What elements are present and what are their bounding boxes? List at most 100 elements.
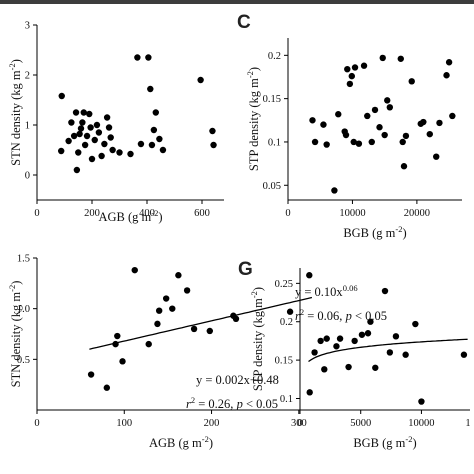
data-point bbox=[80, 109, 87, 116]
y-tick-label: 0 bbox=[25, 171, 30, 182]
data-point bbox=[381, 287, 389, 295]
y-tick-label: 0.2 bbox=[268, 51, 281, 62]
data-point bbox=[119, 358, 126, 365]
top-border-bar bbox=[0, 0, 474, 4]
panel-top-right: 0.05 0.1 0.15 0.2 0 10000 20000 BGB (g m-2) STP … bbox=[237, 12, 462, 240]
data-point bbox=[311, 138, 319, 146]
x-tick-label: 0 bbox=[34, 418, 39, 429]
data-point bbox=[317, 337, 324, 345]
data-point bbox=[412, 320, 419, 328]
x-axis-label: AGB (g m-2) bbox=[149, 434, 213, 450]
data-point bbox=[381, 131, 388, 139]
data-point bbox=[159, 146, 167, 154]
data-point bbox=[436, 119, 443, 127]
data-point bbox=[460, 351, 468, 358]
x-tick-label: 300 bbox=[291, 418, 307, 429]
panel-bottom-left: 0.5 1.0 1.5 0 100 200 300 AGB (g m-2) STN densit… bbox=[7, 254, 325, 450]
data-point bbox=[321, 366, 328, 373]
fit-equation: y = 0.10x0.06 bbox=[295, 283, 358, 299]
y-tick-label: 2 bbox=[25, 71, 30, 82]
data-point bbox=[209, 127, 216, 135]
data-point bbox=[210, 141, 217, 149]
fit-stats: r2 = 0.06, p < 0.05 bbox=[295, 307, 387, 323]
data-point bbox=[333, 343, 340, 350]
x-tick-label: 0 bbox=[285, 208, 290, 219]
x-axis-label: AGB (g m-2) bbox=[98, 208, 162, 224]
data-point bbox=[206, 327, 213, 335]
y-axis-label: STN density (kg m-2) bbox=[7, 59, 23, 166]
data-point bbox=[368, 138, 375, 146]
data-point bbox=[358, 331, 366, 338]
data-point bbox=[286, 308, 294, 315]
data-point bbox=[335, 111, 342, 118]
data-point bbox=[386, 104, 394, 111]
data-point bbox=[183, 287, 191, 294]
data-point bbox=[371, 106, 379, 114]
data-point bbox=[311, 349, 318, 356]
data-point bbox=[379, 54, 386, 62]
data-point bbox=[350, 138, 357, 146]
data-point bbox=[87, 371, 95, 378]
data-point bbox=[376, 124, 383, 131]
data-point bbox=[345, 363, 352, 371]
data-point bbox=[109, 146, 116, 154]
x-axis-label: BGB (g m-2) bbox=[353, 434, 416, 450]
data-point bbox=[367, 318, 374, 325]
x-tick-label: 100 bbox=[116, 418, 132, 429]
data-point bbox=[73, 166, 81, 174]
data-point bbox=[384, 97, 391, 104]
data-point bbox=[134, 54, 141, 61]
data-point bbox=[306, 272, 313, 279]
data-point bbox=[355, 140, 363, 147]
panel-label: C bbox=[237, 12, 251, 33]
data-point bbox=[114, 332, 121, 340]
fit-line bbox=[308, 338, 468, 363]
x-tick-label: 10000 bbox=[339, 208, 365, 219]
data-point bbox=[65, 137, 72, 145]
data-point bbox=[127, 150, 134, 158]
data-point bbox=[348, 72, 355, 80]
data-point bbox=[116, 149, 123, 156]
data-point bbox=[137, 140, 145, 148]
y-tick-label: 0.05 bbox=[263, 181, 281, 192]
fit-line bbox=[89, 296, 313, 350]
data-point bbox=[95, 129, 103, 136]
panel-top-left: 0 1 2 3 0 200 400 600 AGB (g m-2) STN density (kg… bbox=[7, 21, 224, 224]
data-point bbox=[344, 65, 351, 73]
x-tick-label: 0 bbox=[34, 208, 39, 219]
data-point bbox=[98, 152, 105, 160]
y-tick-label: 1 bbox=[25, 121, 30, 132]
y-tick-label: 0.25 bbox=[275, 279, 293, 290]
fit-stats: r2 = 0.26, p < 0.05 bbox=[186, 395, 278, 411]
data-point bbox=[154, 320, 161, 328]
data-point bbox=[418, 398, 425, 405]
x-tick-label: 400 bbox=[139, 208, 155, 219]
y-tick-label: 0.2 bbox=[280, 317, 293, 328]
data-point bbox=[131, 266, 138, 274]
data-point bbox=[145, 54, 152, 61]
data-point bbox=[386, 349, 394, 356]
data-point bbox=[372, 364, 379, 371]
data-point bbox=[175, 272, 182, 279]
data-point bbox=[336, 335, 344, 342]
data-point bbox=[86, 110, 93, 118]
data-point bbox=[150, 126, 158, 134]
y-tick-label: 0.1 bbox=[268, 137, 281, 148]
data-point bbox=[420, 118, 427, 126]
x-tick-label: 0 bbox=[297, 418, 302, 429]
x-axis-label: BGB (g m-2) bbox=[343, 224, 406, 240]
x-tick-label: 20000 bbox=[404, 208, 430, 219]
data-point bbox=[364, 330, 372, 337]
data-point bbox=[449, 112, 456, 120]
data-point bbox=[331, 187, 338, 194]
panel-bottom-right: 0.1 0.15 0.2 0.25 0 5000 10000 1 BGB (g m-2) STP … bbox=[238, 259, 471, 450]
y-tick-label: 3 bbox=[25, 21, 30, 32]
x-tick-label: 200 bbox=[204, 418, 220, 429]
data-point bbox=[101, 140, 108, 148]
data-point bbox=[88, 155, 96, 163]
data-point bbox=[306, 389, 313, 396]
data-point bbox=[93, 121, 101, 129]
data-point bbox=[402, 132, 410, 140]
data-point bbox=[408, 78, 415, 85]
data-point bbox=[402, 351, 409, 358]
